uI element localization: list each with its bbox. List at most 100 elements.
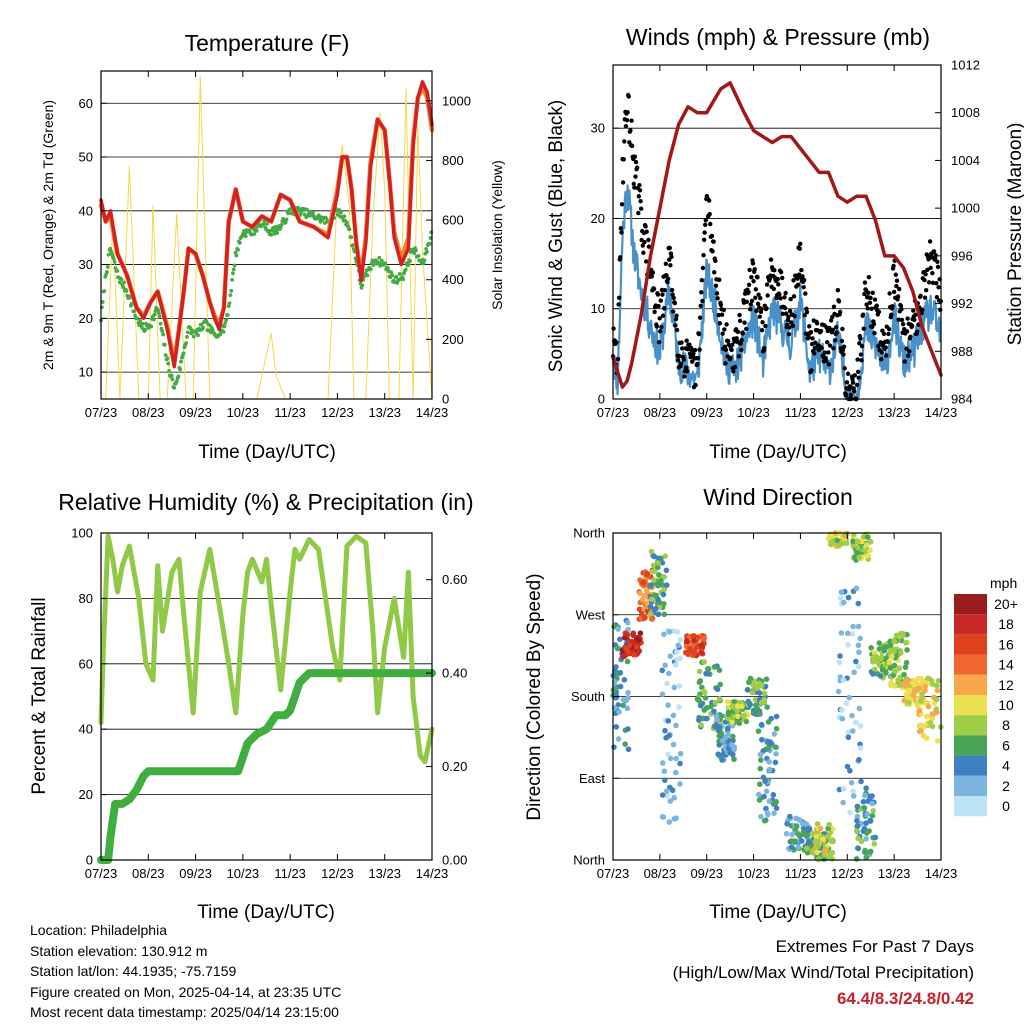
gust-point [763,323,768,329]
gust-point [690,359,695,364]
gust-point [710,249,715,254]
gust-point [931,249,937,254]
direction-point [845,729,852,736]
gust-point [702,230,707,235]
direction-point [624,705,631,712]
gust-point [619,202,625,207]
y-tick-label: North [573,853,605,868]
gust-point [791,278,796,283]
gust-point [646,244,652,249]
direction-point [850,788,856,795]
gust-point [935,259,940,265]
gust-point [900,322,906,327]
gust-point [894,283,899,289]
gust-point [720,331,725,336]
direction-point [771,810,777,817]
gust-point [644,229,649,234]
gust-point [826,362,832,367]
y-tick-right-label: 1004 [951,153,980,168]
direction-point [835,542,842,549]
gust-point [925,267,930,273]
direction-point [865,552,871,559]
gust-point [746,289,751,295]
direction-point [887,682,894,689]
direction-point [922,687,928,694]
gust-point [650,270,656,275]
gust-point [889,312,894,317]
x-tick-label: 13/23 [368,405,401,420]
direction-point [665,718,672,724]
gust-point [855,369,861,374]
dewpoint-point [408,259,412,264]
y-tick-label: 80 [79,591,93,606]
gust-point [918,293,923,299]
dewpoint-point [347,227,352,232]
gust-point [682,374,687,379]
gust-point [703,217,708,223]
direction-point [878,654,885,661]
gust-point [867,300,873,305]
direction-point [855,845,862,852]
gust-point [783,290,788,296]
dewpoint-point [394,274,399,279]
direction-point [837,653,843,659]
direction-point [644,600,650,607]
gust-point [856,375,861,380]
direction-point [871,841,878,847]
direction-point [739,703,745,710]
direction-point [838,589,845,595]
gust-point [866,274,872,280]
direction-point [867,848,874,855]
direction-point [845,641,851,648]
direction-point [661,586,668,593]
direction-point [934,687,941,694]
direction-point [648,548,655,555]
gust-point [801,285,806,290]
legend-label: 16 [998,636,1014,652]
y-tick-right-label: 200 [442,332,464,347]
recent-timestamp: Most recent data timestamp: 2025/04/14 2… [30,1004,339,1020]
x-tick-label: 10/23 [737,866,770,881]
direction-point [659,792,666,798]
gust-point [859,358,864,363]
gust-point [723,361,728,366]
gust-point [834,324,839,330]
gust-point [914,329,920,334]
direction-point [653,592,660,599]
direction-point [901,671,907,678]
direction-point [758,721,765,728]
x-tick-label: 11/23 [274,405,306,420]
dewpoint-point [161,332,166,337]
direction-point [856,705,863,712]
direction-point [661,768,668,775]
direction-point [758,699,765,706]
direction-point [630,632,637,639]
gust-point [858,336,863,341]
gust-point [708,221,713,227]
dewpoint-point [230,277,234,282]
direction-point [861,825,868,832]
direction-point [736,720,743,727]
direction-point [676,704,682,710]
direction-point [854,813,861,820]
gust-point [771,286,777,292]
dewpoint-point [149,324,154,329]
direction-point [855,544,861,551]
gust-point [654,324,660,329]
x-tick-label: 11/23 [785,405,817,420]
gust-point [679,346,685,351]
dewpoint-point [184,341,189,345]
direction-point [719,757,725,763]
winds-series [610,81,944,402]
direction-point [826,854,832,860]
direction-title: Wind Direction [703,484,853,510]
gust-point [874,303,879,308]
direction-point [665,702,671,708]
gust-point [753,287,759,292]
gust-point [780,311,786,316]
direction-point [758,757,764,763]
direction-point [853,719,859,726]
gust-point [765,293,770,298]
gust-point [810,336,815,341]
gust-point [692,347,698,353]
